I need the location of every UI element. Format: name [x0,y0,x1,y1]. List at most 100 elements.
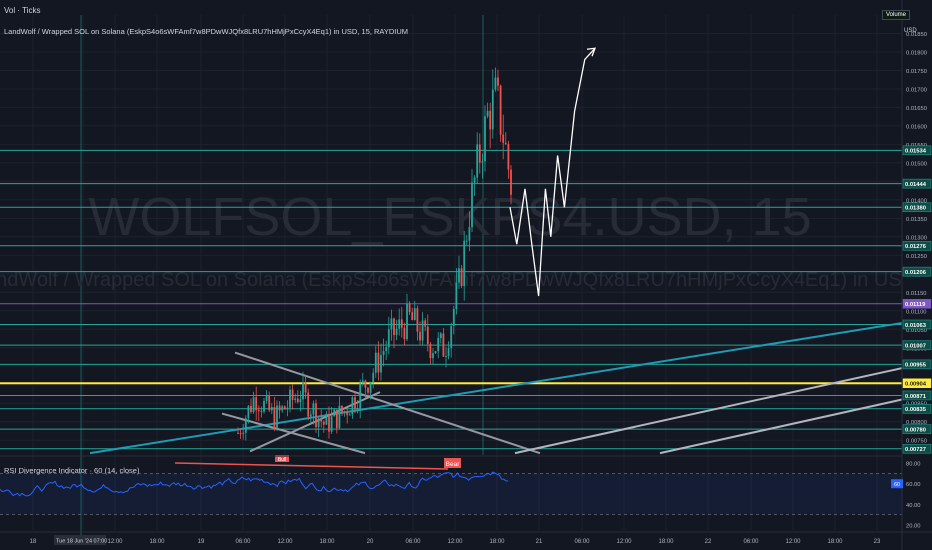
rsi-indicator-title[interactable]: RSI Divergence Indicator · 60 (14, close… [4,466,140,475]
candle-body [317,418,320,427]
candle-body [367,387,369,393]
candle-body [304,382,307,393]
candle-body [390,318,393,330]
candle-body [286,407,289,410]
candle-body [432,353,434,359]
candle-body [507,144,510,170]
bull-label-box [275,455,289,462]
price-tick-label: 0.01300 [906,235,927,241]
level-price-badge [902,202,932,213]
price-tick-label: 0.01400 [906,198,927,204]
vol-ticks-label[interactable]: Vol · Ticks [4,6,41,15]
candle-body [442,333,445,357]
price-axis[interactable]: 0.01850 0.01800 0.01750 0.01700 0.01650 0.016… [891,0,932,550]
rsi-tick-label: 80.00 [906,462,921,468]
candle-body [325,413,328,425]
volume-badge[interactable]: Volume [882,10,911,20]
candle-body [307,392,310,417]
candle-body [333,409,336,417]
candle-body [429,344,432,359]
currency-label[interactable]: USD [904,28,917,34]
candle-body [424,320,427,327]
ascending-trendline [89,322,903,455]
time-tick-label: 18:00 [658,539,674,545]
candle-body [299,399,302,403]
candle-body [255,397,258,411]
price-projection-path [509,47,596,297]
time-tick-label: 12:00 [616,539,632,545]
watermark-symbol: WOLFSOL_ESKPS4.USD, 15 [88,187,811,247]
candle-body [250,405,252,413]
level-price-badge [902,266,932,277]
rsi-tick-label: 20.00 [906,523,921,529]
candle-body [309,414,312,417]
candle-body [408,303,411,313]
level-price-label: 0.00835 [905,407,927,413]
candle-body [491,89,494,130]
candle-body [343,411,346,414]
time-tick-label: 06:00 [574,539,590,545]
level-price-badge [902,178,932,189]
rsi-value-label: 60 [894,482,900,488]
symbol-title[interactable]: LandWolf / Wrapped SOL on Solana (EskpS4… [4,27,409,36]
candle-body [335,409,338,429]
candle-body [406,303,408,340]
price-tick-label: 0.01500 [906,161,927,167]
time-tick-label: 06:00 [405,539,421,545]
candle-body [439,333,442,339]
rsi-tick-label: 40.00 [906,503,921,509]
time-tick-label: 18:00 [149,539,165,545]
price-tick-label: 0.01800 [906,50,927,56]
candle-body [400,319,403,328]
candle-body [502,134,505,143]
bear-label: Bear [446,461,461,468]
candle-body [510,169,512,195]
candle-body [476,144,479,178]
watermark: WOLFSOL_ESKPS4.USD, 15 LandWolf / Wrappe… [0,187,916,291]
price-tick-label: 0.01100 [906,309,927,315]
price-tick-label: 0.00750 [906,439,927,445]
candle-body [242,432,245,434]
candle-body [382,351,385,356]
time-tick-label: 12:00 [107,539,123,545]
candle-body [445,355,447,357]
price-tick-label: 0.01150 [906,291,927,297]
candle-body [486,110,489,117]
time-cursor-badge [54,535,106,545]
time-tick-label: 19 [198,539,205,545]
candle-body [341,405,343,414]
level-price-label: 0.01444 [905,182,927,188]
time-tick-label: 21 [536,539,543,545]
candle-body [270,407,273,411]
candle-body [260,410,263,412]
time-tick-label: 18 [30,539,37,545]
candle-body [497,77,499,86]
price-tick-label: 0.01350 [906,217,927,223]
candle-body [471,182,473,228]
candle-body [346,411,349,416]
level-price-badge [902,424,932,434]
annotations: Bull Bear [174,455,461,470]
price-tick-label: 0.01700 [906,87,927,93]
candle-body [239,433,242,435]
time-tick-label: 18:00 [319,539,335,545]
level-price-badge [902,299,932,309]
channel-line [659,398,903,455]
candle-body [359,383,362,409]
time-tick-label: 18:00 [489,539,505,545]
candlestick-series [237,67,512,441]
candle-body [265,395,268,402]
level-price-label: 0.01119 [905,302,926,308]
candle-body [263,401,265,412]
level-price-badge [902,404,932,414]
rsi-pane [0,455,932,515]
price-tick-label: 0.01250 [906,254,927,260]
time-axis[interactable]: 18 Tue 18 Jun '24 07:00 12:00 18:00 19 06:00 1… [0,531,932,545]
bull-label: Bull [278,457,286,463]
level-price-badge [902,443,932,454]
candle-body [380,355,382,373]
descending-trendline [234,351,541,455]
ascending-trendline [249,391,381,453]
candle-body [361,380,364,384]
